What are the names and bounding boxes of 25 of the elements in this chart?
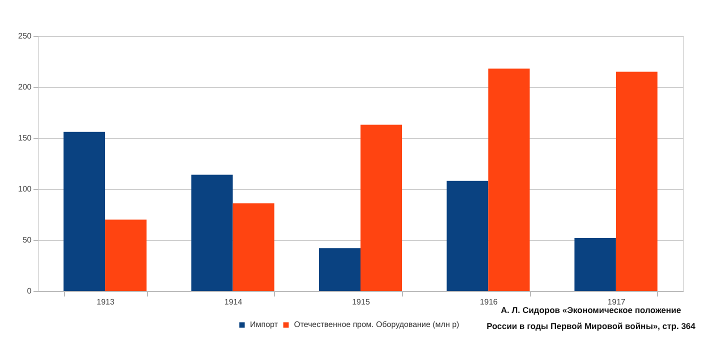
- y-tick-label: 100: [18, 184, 32, 194]
- y-tick-label: 150: [18, 134, 32, 142]
- bar: [574, 238, 616, 291]
- y-tick-label: 0: [27, 286, 32, 296]
- bar: [191, 174, 233, 291]
- legend-label: Импорт: [250, 320, 278, 329]
- bar: [232, 203, 274, 291]
- text: России в годы Первой Мировой войны», стр. 364: [486, 321, 696, 331]
- x-tick-label: 1916: [480, 298, 498, 306]
- x-tick-label: 1914: [224, 298, 243, 306]
- x-tick-label: 1915: [352, 298, 370, 306]
- x-tick-label: 1913: [96, 298, 116, 306]
- legend-label: Отечественное пром. Оборудование (млн р): [294, 320, 460, 329]
- y-tick-label: 250: [18, 32, 32, 40]
- y-tick-label: 50: [22, 236, 32, 244]
- x-tick-label: 1917: [608, 298, 626, 306]
- bar: [360, 124, 402, 291]
- bar: [488, 68, 530, 291]
- y-tick-label: 200: [18, 82, 32, 92]
- bar: [318, 248, 360, 291]
- bar: [446, 180, 488, 291]
- bar: [616, 72, 658, 291]
- bar: [105, 220, 147, 291]
- text: А. Л. Сидоров «Экономическое положение: [500, 305, 682, 315]
- bar: [64, 132, 106, 291]
